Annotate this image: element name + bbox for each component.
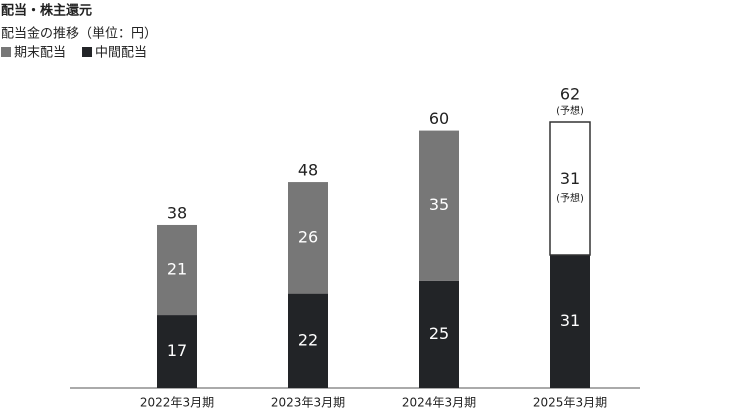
bar-segment xyxy=(157,224,197,316)
value-label: 35 xyxy=(429,195,449,214)
bar-segment xyxy=(419,130,459,281)
value-label: 17 xyxy=(167,341,187,360)
legend-label: 期末配当 xyxy=(14,46,66,61)
bar-segment xyxy=(288,182,328,294)
value-label: 26 xyxy=(298,227,318,246)
value-label: 31 xyxy=(560,311,580,330)
legend-swatch xyxy=(82,47,93,57)
chart-title: 配当・株主還元 xyxy=(1,3,92,19)
x-tick-label: 2022年3月期 xyxy=(140,396,214,410)
forecast-label: (予想) xyxy=(556,192,584,205)
total-label: 38 xyxy=(167,203,187,222)
total-label: 48 xyxy=(298,161,318,180)
total-label: 60 xyxy=(429,109,449,128)
value-label: 22 xyxy=(298,330,318,349)
total-label: 62 xyxy=(560,85,580,104)
x-tick-label: 2023年3月期 xyxy=(271,396,345,410)
value-label: 21 xyxy=(167,260,187,279)
bar-segment xyxy=(288,293,328,388)
x-tick-label: 2025年3月期 xyxy=(533,396,607,410)
forecast-label: (予想) xyxy=(556,104,584,117)
bar-segment xyxy=(549,121,591,256)
x-tick-label: 2024年3月期 xyxy=(402,396,476,410)
legend-swatch xyxy=(1,47,11,57)
chart-subtitle: 配当金の推移（単位：円） xyxy=(1,26,157,42)
legend-label: 中間配当 xyxy=(95,46,147,61)
value-label: 25 xyxy=(429,324,449,343)
bar-segment xyxy=(550,255,590,388)
bar-segment xyxy=(419,280,459,388)
value-label: 31 xyxy=(560,169,580,188)
bar-segment xyxy=(157,315,197,388)
